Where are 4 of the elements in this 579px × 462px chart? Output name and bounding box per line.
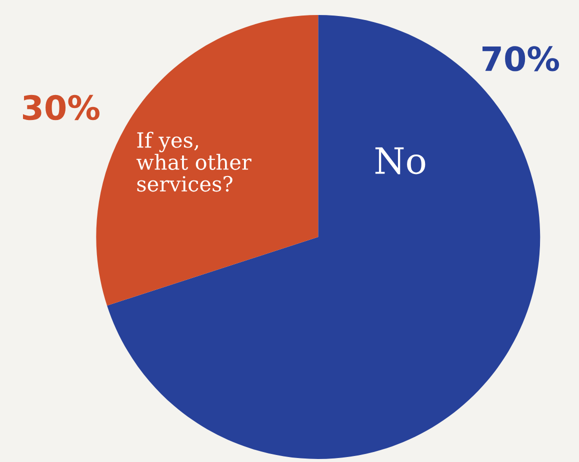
data-label: 70%	[482, 46, 560, 72]
data-label: 30%	[22, 94, 100, 120]
slice-label: No	[375, 147, 426, 174]
slice-label: If yes, what other services?	[136, 132, 252, 192]
